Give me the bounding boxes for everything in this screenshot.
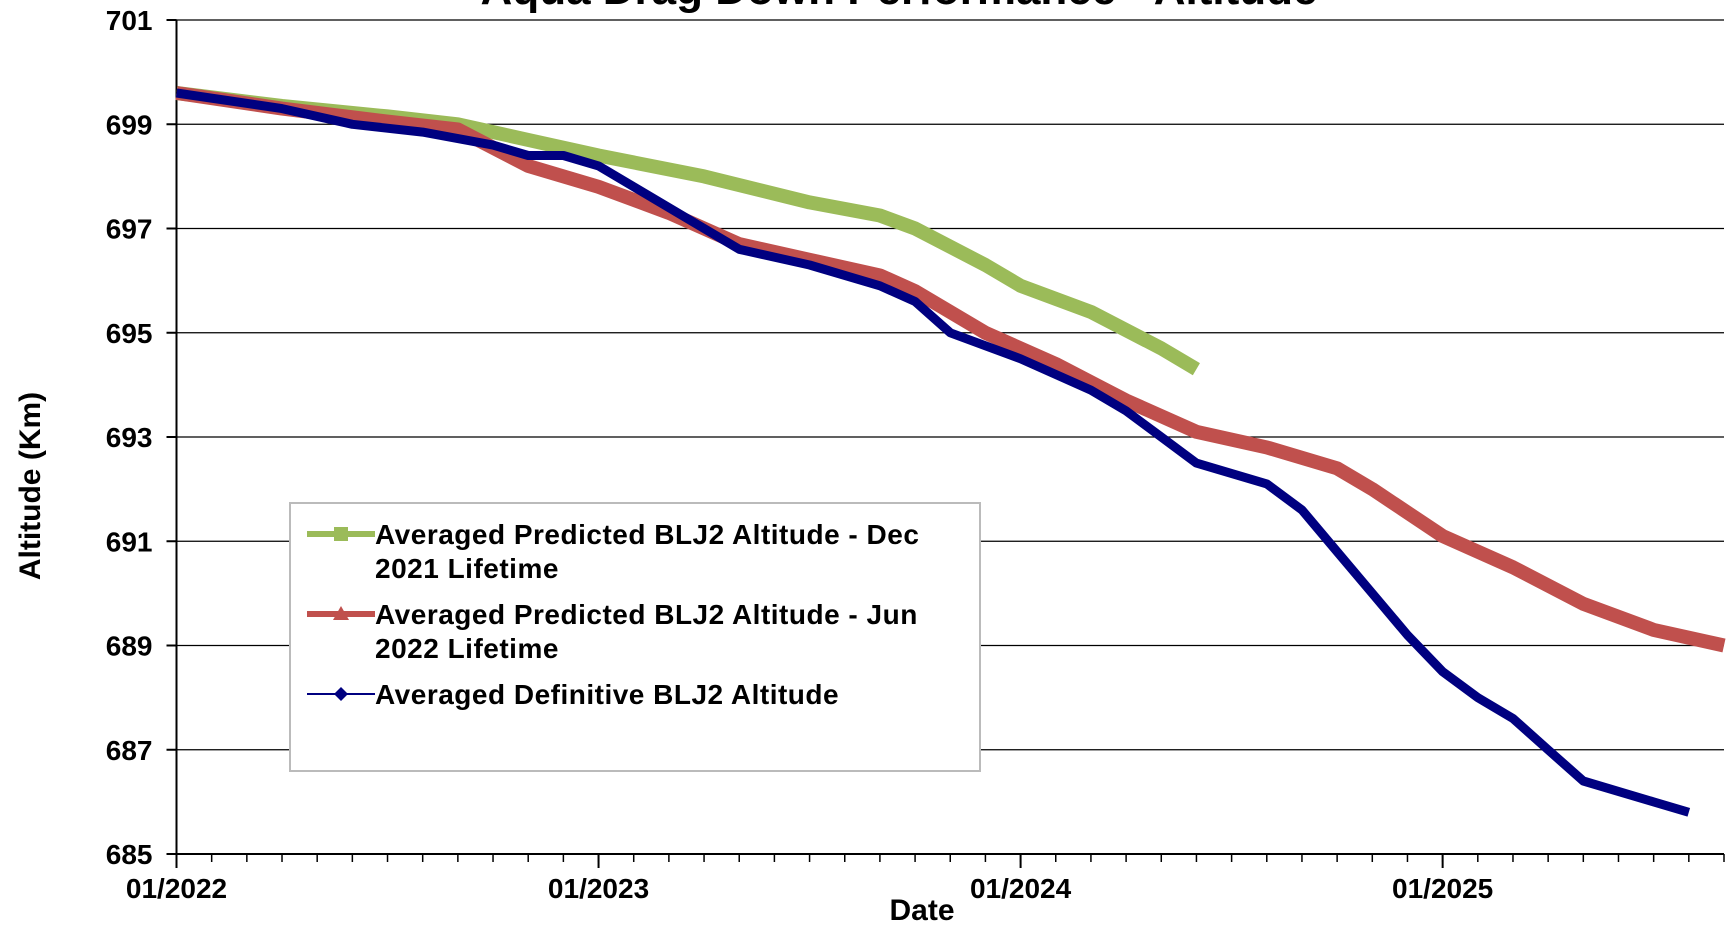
legend-item: Averaged Predicted BLJ2 Altitude - Dec 2… — [307, 518, 969, 586]
legend-marker — [333, 606, 349, 620]
legend-item: Averaged Definitive BLJ2 Altitude — [307, 678, 969, 712]
y-tick-label: 695 — [106, 318, 153, 349]
y-tick-label: 699 — [106, 109, 153, 140]
legend-swatch — [307, 527, 375, 541]
legend-label: Averaged Predicted BLJ2 Altitude - Jun 2… — [375, 599, 918, 664]
y-tick-label: 689 — [106, 631, 153, 662]
y-tick-label: 693 — [106, 422, 153, 453]
legend-swatch — [307, 687, 375, 701]
series-line — [175, 88, 1691, 817]
legend-marker — [334, 687, 348, 701]
y-tick-label: 691 — [106, 526, 153, 557]
x-tick-label: 01/2025 — [1392, 873, 1493, 904]
legend-marker — [334, 527, 348, 541]
x-tick-label: 01/2023 — [548, 873, 649, 904]
legend-swatch — [307, 606, 375, 620]
x-tick-label: 01/2022 — [126, 873, 227, 904]
series-line — [175, 86, 1200, 376]
legend-label: Averaged Predicted BLJ2 Altitude - Dec 2… — [375, 519, 920, 584]
x-axis-label: Date — [889, 894, 954, 926]
series-line — [175, 86, 1726, 653]
y-tick-label: 697 — [106, 214, 153, 245]
x-tick-label: 01/2024 — [970, 873, 1072, 904]
y-tick-label: 687 — [106, 735, 153, 766]
legend: Averaged Predicted BLJ2 Altitude - Dec 2… — [289, 502, 981, 772]
y-tick-label: 685 — [106, 839, 153, 870]
y-tick-label: 701 — [106, 5, 153, 36]
legend-label: Averaged Definitive BLJ2 Altitude — [375, 679, 840, 710]
legend-item: Averaged Predicted BLJ2 Altitude - Jun 2… — [307, 598, 969, 666]
chart-title: Aqua Drag Down Performance - Altitude — [481, 0, 1318, 14]
y-axis-label: Altitude (Km) — [14, 392, 47, 580]
